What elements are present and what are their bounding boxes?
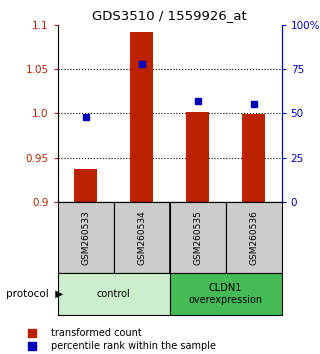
Text: protocol  ▶: protocol ▶	[6, 289, 64, 299]
Text: GSM260535: GSM260535	[193, 210, 202, 265]
Text: CLDN1
overexpression: CLDN1 overexpression	[188, 283, 263, 305]
Bar	[170, 202, 226, 273]
Text: transformed count: transformed count	[51, 328, 142, 338]
Bar	[131, 32, 153, 202]
Bar	[74, 169, 97, 202]
Text: GSM260533: GSM260533	[81, 210, 90, 265]
Bar	[58, 202, 114, 273]
Text: GSM260536: GSM260536	[249, 210, 258, 265]
Text: GSM260534: GSM260534	[137, 210, 146, 264]
Bar	[186, 113, 209, 202]
Bar	[243, 114, 265, 202]
Bar	[226, 202, 282, 273]
Text: control: control	[97, 289, 131, 299]
Bar	[58, 273, 170, 315]
Text: percentile rank within the sample: percentile rank within the sample	[51, 341, 216, 351]
Bar	[170, 273, 282, 315]
Title: GDS3510 / 1559926_at: GDS3510 / 1559926_at	[92, 9, 247, 22]
Bar	[114, 202, 170, 273]
